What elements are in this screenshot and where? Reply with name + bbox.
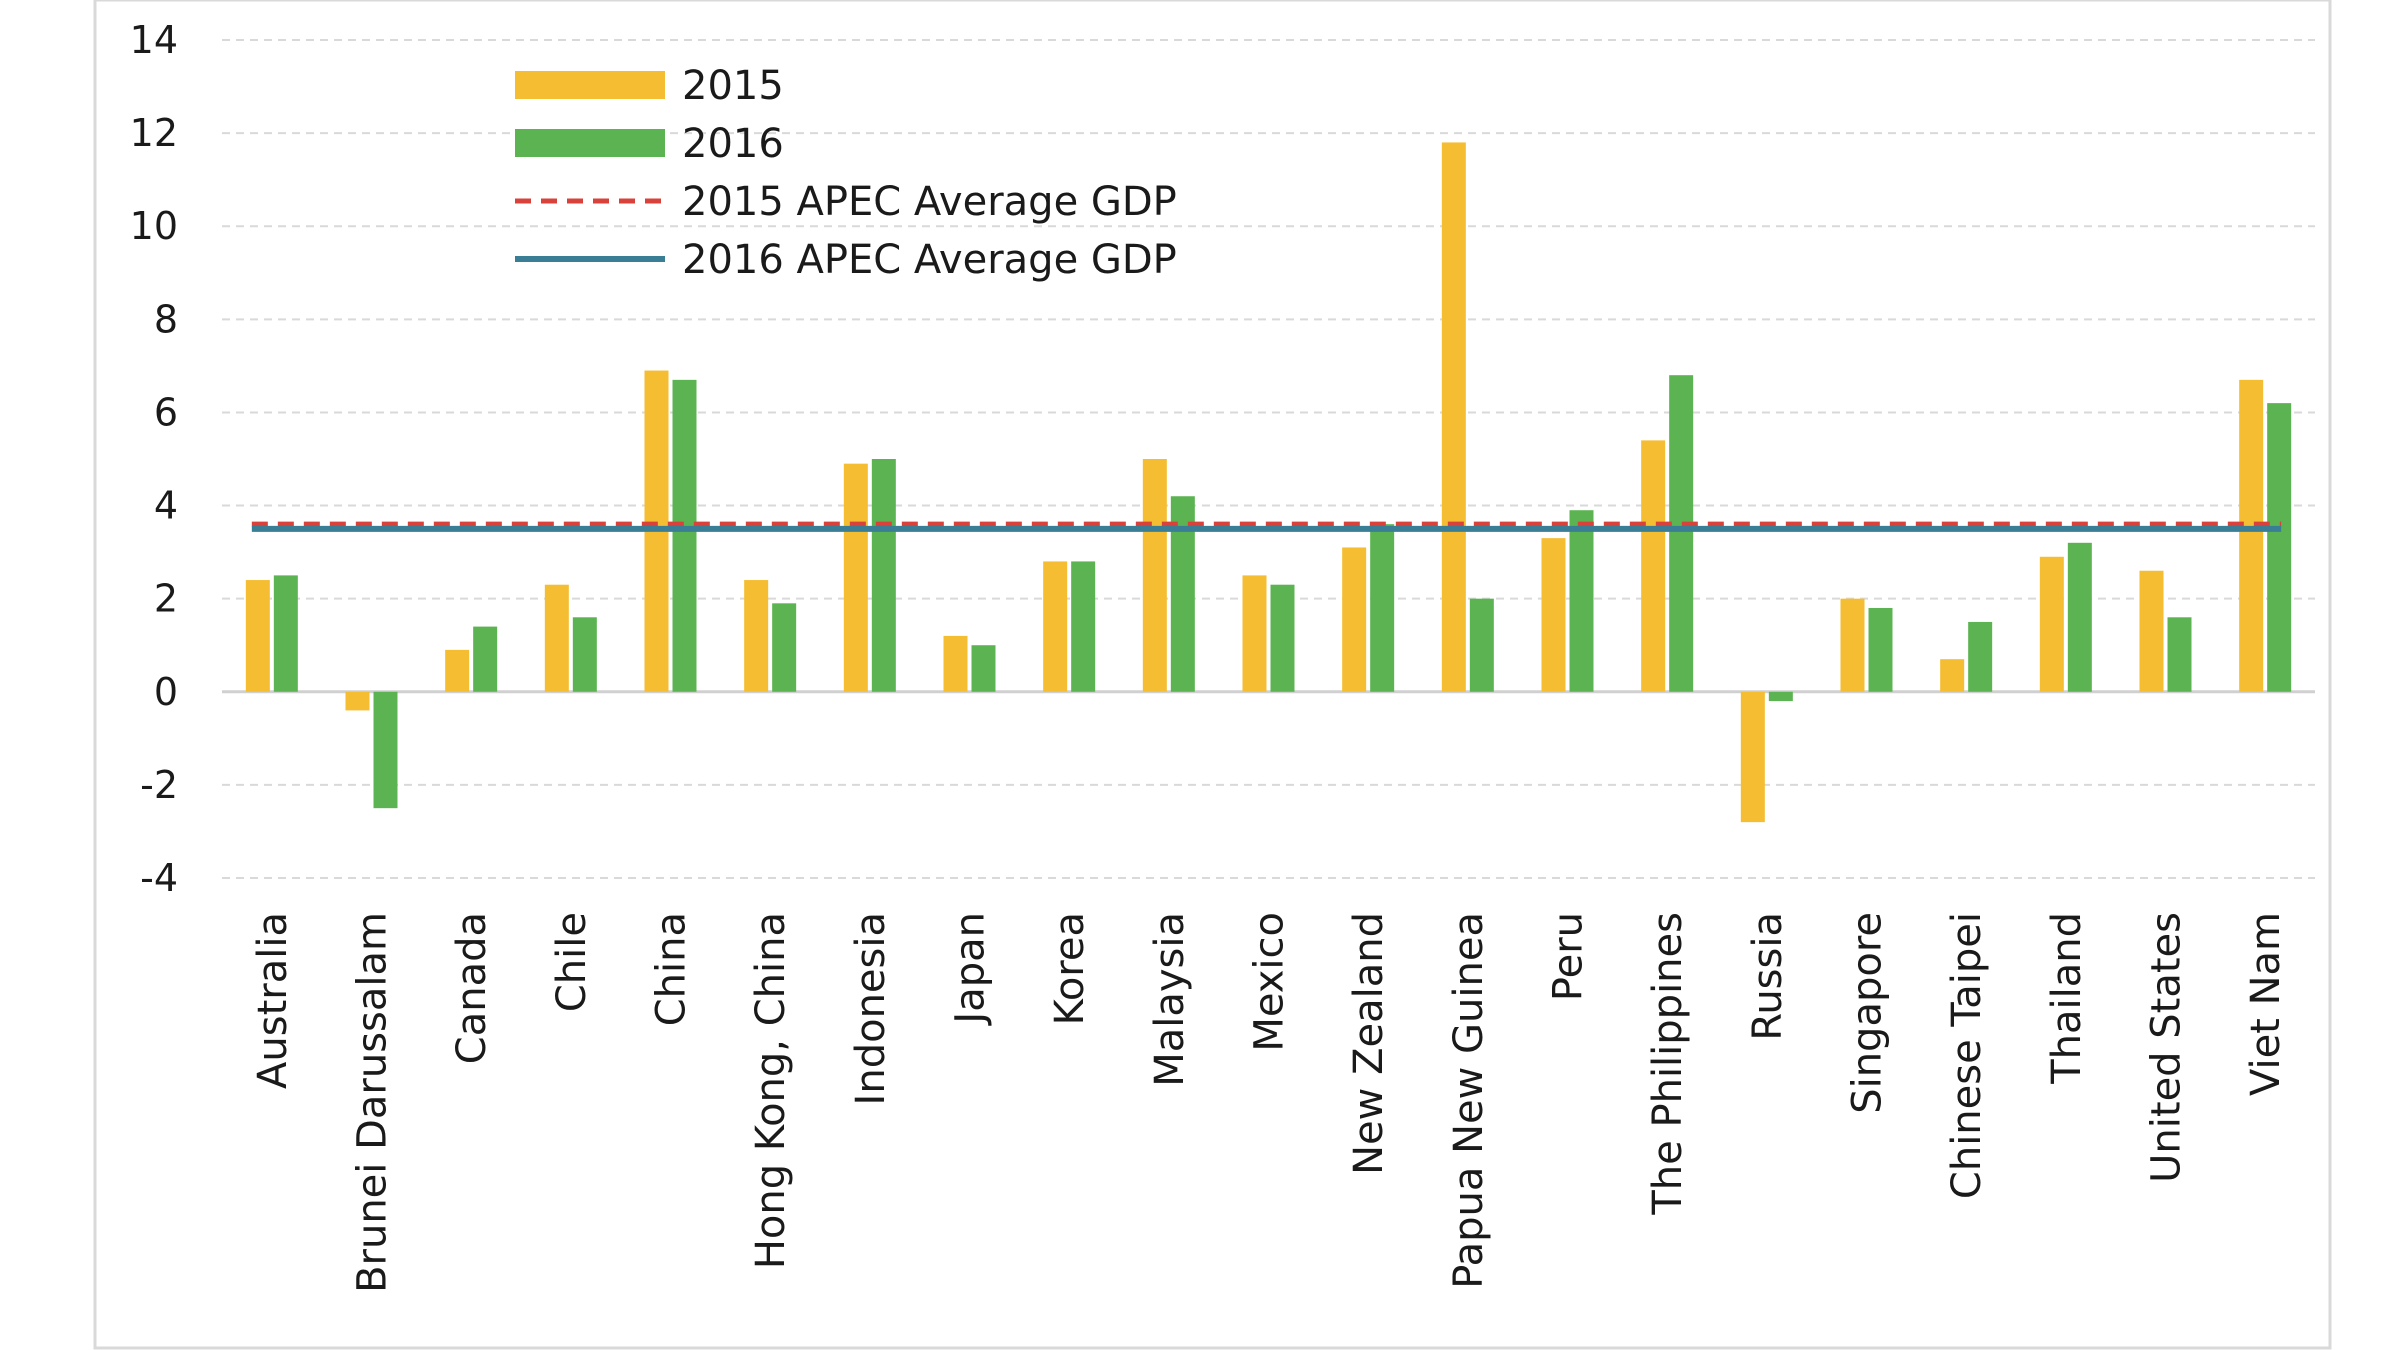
y-axis-tick-labels: 14 12 10 8 6 4 2 0 -2 -4 [130,18,178,900]
legend-label: 2015 [682,63,784,109]
bar-2015-new-zealand [1342,547,1367,692]
bar-2015-thailand [2039,556,2064,692]
y-tick-label: -4 [140,856,178,900]
y-tick-label: 8 [154,297,178,341]
legend: 2015 2016 2015 APEC Average GDP 2016 APEC A… [515,63,1177,283]
bar-2016-brunei-darussalam [373,691,398,809]
legend-swatch-2016 [515,129,665,157]
bar-2015-russia [1740,691,1765,823]
bar-2015-singapore [1840,598,1865,692]
x-category-label: Australia [250,912,296,1089]
bar-2015-mexico [1242,575,1267,692]
x-category-label: Korea [1047,912,1093,1025]
x-category-label: Canada [449,912,495,1064]
x-category-label: Russia [1745,912,1791,1041]
bar-2016-russia [1768,691,1793,702]
x-category-label: Mexico [1247,912,1293,1052]
bar-2015-korea [1043,561,1068,692]
bar-2015-viet-nam [2239,379,2264,692]
x-category-label: Chinese Taipei [1944,912,1990,1199]
bar-2015-peru [1541,538,1566,692]
bar-2015-hong-kong-china [744,580,769,692]
x-category-label: Japan [948,912,994,1027]
bar-2016-the-philippines [1669,375,1694,692]
y-tick-label: 4 [154,484,178,528]
x-category-label: Viet Nam [2243,912,2289,1096]
bar-2016-viet-nam [2267,403,2292,692]
legend-label: 2015 APEC Average GDP [682,179,1177,225]
bar-2015-indonesia [843,463,868,692]
x-category-label: Hong Kong, China [748,912,794,1269]
chart-border [93,0,2332,1350]
x-category-label: Peru [1546,912,1592,1001]
bar-2016-indonesia [871,459,896,692]
bar-2016-new-zealand [1370,524,1395,692]
bar-2016-singapore [1868,607,1893,692]
bar-2015-papua-new-guinea [1441,142,1466,692]
x-category-label: United States [2144,912,2190,1183]
x-category-label: Malaysia [1147,912,1193,1087]
bar-2015-australia [245,580,270,692]
bar-2015-brunei-darussalam [345,691,370,711]
y-tick-label: 10 [130,204,178,248]
x-axis-category-labels: Australia Brunei Darussalam Canada Chile Chi… [250,912,2289,1293]
average-lines [251,521,2282,532]
bar-2015-chinese-taipei [1940,659,1965,692]
y-tick-label: 14 [130,18,178,62]
bar-2016-korea [1071,561,1096,692]
x-category-label: New Zealand [1346,912,1392,1175]
bar-2016-papua-new-guinea [1469,598,1494,692]
bar-2015-the-philippines [1641,440,1666,692]
bar-2015-canada [445,649,470,692]
y-tick-label: -2 [140,763,178,807]
bar-2016-canada [473,626,498,692]
bar-2016-mexico [1270,584,1295,692]
y-tick-label: 6 [154,390,178,434]
x-category-label: Indonesia [848,912,894,1105]
x-category-label: The Philippines [1645,912,1691,1216]
y-tick-label: 2 [154,577,178,621]
bars [245,142,2292,823]
bar-2016-australia [273,575,298,692]
bar-2016-peru [1569,510,1594,692]
legend-swatch-2015 [515,71,665,99]
bar-2016-china [672,379,697,692]
bar-2015-united-states [2139,570,2164,692]
bar-2016-japan [971,645,996,692]
bar-2016-hong-kong-china [772,603,797,692]
bar-2016-thailand [2067,542,2092,692]
x-category-label: Singapore [1845,912,1891,1114]
gridlines [222,39,2315,879]
x-category-label: Brunei Darussalam [350,912,396,1293]
bar-2015-chile [544,584,569,692]
x-category-label: Thailand [2044,912,2090,1085]
bar-2016-united-states [2167,617,2192,692]
bar-2015-japan [943,635,968,692]
y-tick-label: 12 [130,111,178,155]
x-category-label: China [649,912,695,1026]
legend-label: 2016 APEC Average GDP [682,237,1177,283]
x-category-label: Chile [549,912,595,1012]
bar-2016-chile [572,617,597,692]
bar-2015-malaysia [1142,459,1167,692]
bar-2016-chinese-taipei [1968,621,1993,692]
y-tick-label: 0 [154,670,178,714]
x-category-label: Papua New Guinea [1446,912,1492,1289]
legend-label: 2016 [682,121,784,167]
